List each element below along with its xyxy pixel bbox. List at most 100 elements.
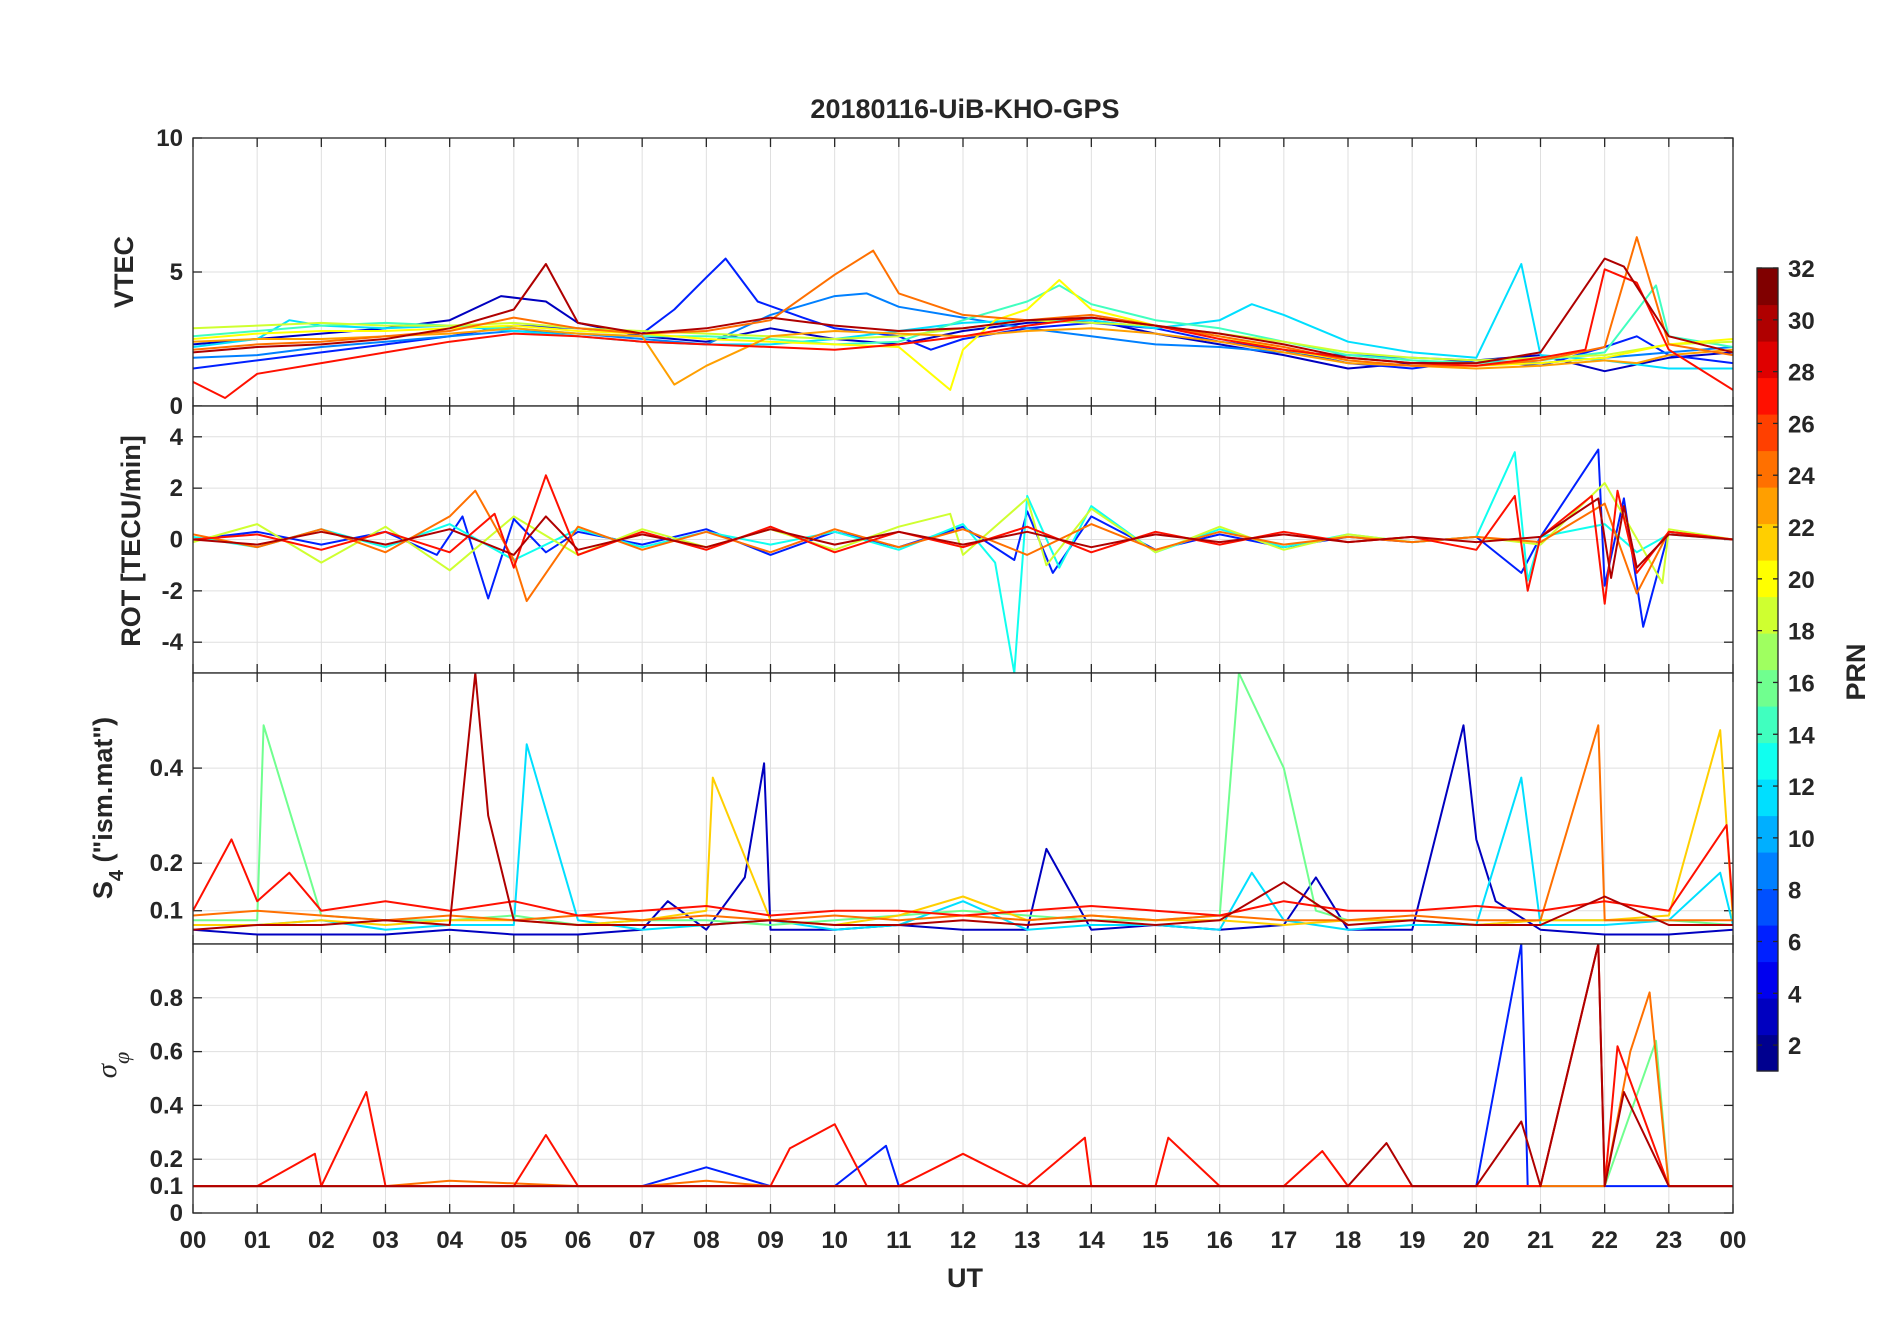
series-prn-31 [193, 257, 1733, 365]
colorbar-tick-label: 22 [1788, 515, 1815, 542]
series-group [193, 944, 1733, 1188]
series-prn-31 [193, 497, 1733, 579]
x-tick-label: 03 [372, 1227, 399, 1254]
colorbar-band [1757, 888, 1778, 926]
y-tick-label: 0.1 [150, 898, 183, 925]
x-tick-label: 11 [886, 1227, 911, 1254]
series-prn-28 [193, 268, 1733, 399]
y-tick-label: 0 [170, 527, 183, 554]
x-tick-label: 04 [436, 1227, 463, 1254]
x-axis-tick-labels: 00 01 02 03 04 05 06 07 08 09 10 11 12 13 14 15 16 17 18 19… [180, 1227, 1747, 1254]
series-prn-28 [193, 824, 1733, 917]
colorbar-band [1757, 268, 1778, 306]
x-tick-label: 00 [1720, 1227, 1747, 1254]
series-prn-25 [193, 724, 1733, 922]
vtec-axis-label: VTEC [109, 236, 139, 308]
y-tick-label: 4 [170, 424, 184, 451]
colorbar-band [1757, 925, 1778, 963]
sigma-phi-panel: 00.10.2 0.4 0.6 0.8 [150, 943, 1734, 1227]
s4-label-sub: 4 [106, 869, 128, 881]
colorbar-band [1757, 596, 1778, 634]
colorbar-tick-label: 2 [1788, 1033, 1801, 1060]
y-tick-label: 0.1 [150, 1173, 183, 1200]
y-tick-label: -4 [162, 629, 184, 656]
colorbar-tick-label: 32 [1788, 256, 1815, 283]
series-prn-31 [193, 673, 1733, 931]
colorbar-band [1757, 414, 1778, 452]
sigma-label-main: σ [91, 1062, 123, 1078]
s4-panel: 0.1 0.2 0.4 [150, 672, 1734, 945]
x-axis-label: UT [947, 1263, 983, 1293]
y-tick-label: 0.4 [150, 1092, 184, 1119]
series-prn-25 [193, 236, 1733, 367]
x-tick-label: 14 [1078, 1227, 1105, 1254]
colorbar-tick-label: 12 [1788, 774, 1815, 801]
x-tick-label: 13 [1014, 1227, 1041, 1254]
s4-label-rest: ("ism.mat") [88, 717, 118, 870]
y-tick-label: 5 [170, 259, 183, 286]
colorbar-band [1757, 779, 1778, 817]
sigma-label-sub: φ [109, 1052, 134, 1064]
s4-axis-label: S4 ("ism.mat") [88, 717, 128, 899]
colorbar-tick-label: 28 [1788, 360, 1815, 387]
x-tick-label: 21 [1527, 1227, 1554, 1254]
y-tick-label: -2 [162, 578, 183, 605]
x-tick-label: 10 [821, 1227, 848, 1254]
s4-label-main: S [88, 881, 118, 899]
colorbar-frame [1756, 267, 1779, 1072]
series-group [193, 448, 1733, 673]
colorbar-tick-label: 14 [1788, 722, 1815, 749]
x-tick-label: 15 [1142, 1227, 1169, 1254]
x-tick-label: 19 [1399, 1227, 1426, 1254]
colorbar-band [1757, 560, 1778, 598]
x-tick-label: 12 [950, 1227, 977, 1254]
series-prn-3 [193, 724, 1733, 936]
colorbar-band [1757, 742, 1778, 780]
colorbar-band [1757, 1034, 1778, 1072]
colorbar-tick-label: 24 [1788, 463, 1815, 490]
series-prn-21 [193, 729, 1733, 926]
y-tick-label: 10 [156, 125, 183, 152]
colorbar-tick-label: 16 [1788, 670, 1815, 697]
x-tick-label: 22 [1591, 1227, 1618, 1254]
axes-frame [192, 943, 1734, 1214]
y-tick-label: 0 [170, 393, 183, 420]
rot-panel: -4 -2 0 2 4 [162, 405, 1734, 674]
colorbar-band [1757, 304, 1778, 342]
x-tick-label: 02 [308, 1227, 335, 1254]
colorbar-tick-label: 18 [1788, 619, 1815, 646]
y-tick-label: 0.8 [150, 985, 183, 1012]
colorbar-tick-label: 20 [1788, 567, 1815, 594]
y-tick-label: 0.2 [150, 1146, 183, 1173]
colorbar-band [1757, 852, 1778, 890]
x-tick-label: 06 [565, 1227, 592, 1254]
colorbar-label: PRN [1841, 643, 1871, 700]
colorbar-tick-label: 8 [1788, 878, 1801, 905]
series-prn-18 [193, 482, 1733, 585]
colorbar-band [1757, 998, 1778, 1036]
colorbar-band [1757, 341, 1778, 379]
colorbar-band [1757, 669, 1778, 707]
x-tick-label: 20 [1463, 1227, 1490, 1254]
x-tick-label: 17 [1270, 1227, 1297, 1254]
colorbar-band [1757, 706, 1778, 744]
x-tick-label: 00 [180, 1227, 207, 1254]
colorbar-band [1757, 487, 1778, 525]
series-prn-5 [193, 448, 1733, 628]
colorbar-tick-label: 10 [1788, 826, 1815, 853]
series-prn-11 [193, 743, 1733, 931]
x-tick-label: 23 [1655, 1227, 1682, 1254]
chart-title: 20180116-UiB-KHO-GPS [810, 94, 1119, 124]
y-tick-label: 0.6 [150, 1039, 183, 1066]
colorbar-tick-label: 30 [1788, 308, 1815, 335]
rot-axis-label: ROT [TECU/min] [116, 435, 146, 646]
x-tick-label: 18 [1335, 1227, 1362, 1254]
y-tick-label: 2 [170, 475, 183, 502]
x-tick-label: 16 [1206, 1227, 1233, 1254]
x-tick-label: 07 [629, 1227, 656, 1254]
x-tick-label: 08 [693, 1227, 720, 1254]
x-tick-label: 05 [500, 1227, 527, 1254]
series-prn-31 [193, 944, 1733, 1188]
